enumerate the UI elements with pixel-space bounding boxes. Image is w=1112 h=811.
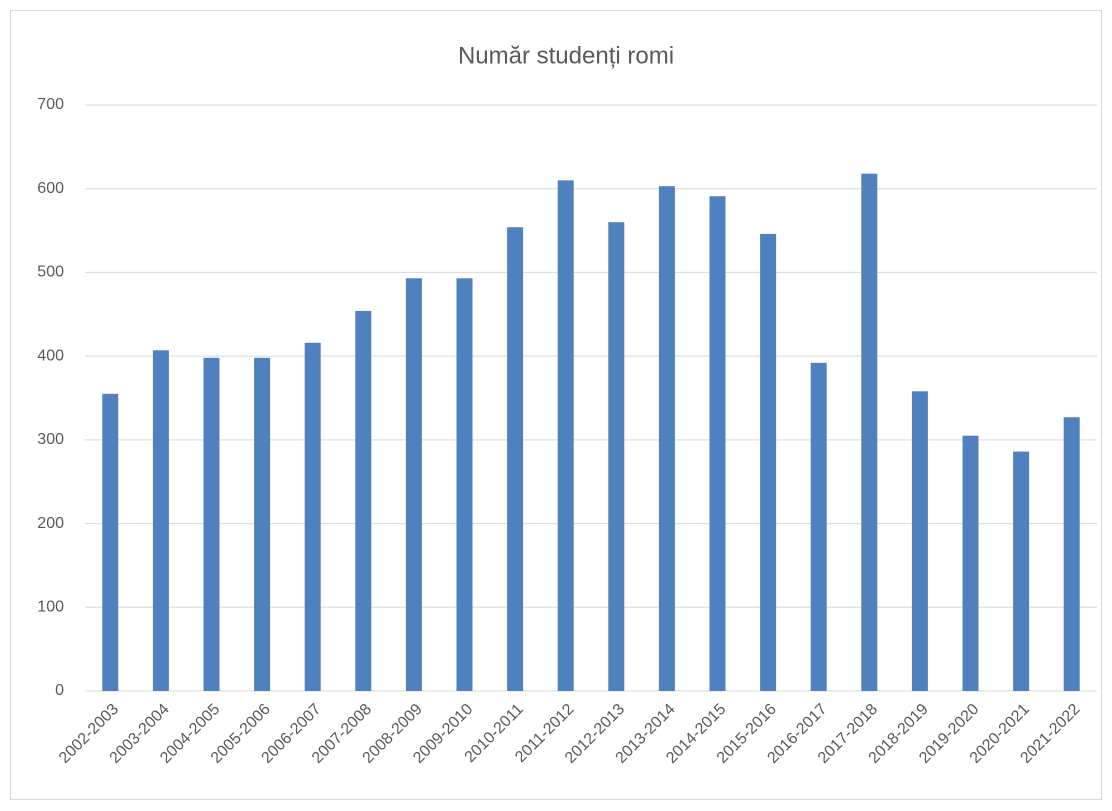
y-tick-label: 100 xyxy=(37,599,64,616)
bar xyxy=(254,357,271,691)
bar xyxy=(304,342,321,691)
bar xyxy=(1063,417,1080,691)
y-tick-label: 700 xyxy=(37,96,64,113)
bar xyxy=(962,435,979,691)
bar xyxy=(608,222,625,691)
y-tick-label: 200 xyxy=(37,515,64,532)
y-tick-label: 600 xyxy=(37,180,64,197)
y-tick-label: 500 xyxy=(37,264,64,281)
bar xyxy=(911,391,928,691)
y-tick-label: 0 xyxy=(55,682,64,699)
bar xyxy=(152,350,169,691)
bar xyxy=(557,180,574,692)
bar xyxy=(102,393,119,691)
bar xyxy=(658,186,675,691)
bar xyxy=(760,233,777,692)
bar xyxy=(709,196,726,691)
chart-border xyxy=(10,10,1102,800)
bar xyxy=(203,357,220,691)
y-tick-label: 300 xyxy=(37,431,64,448)
bar xyxy=(355,310,372,691)
y-tick-label: 400 xyxy=(37,347,64,364)
bar xyxy=(456,278,473,691)
bar xyxy=(1013,451,1030,691)
bar xyxy=(861,173,878,691)
bar xyxy=(810,362,827,691)
chart-title: Număr studenți romi xyxy=(458,42,674,69)
bar xyxy=(507,227,524,692)
bar xyxy=(405,278,422,691)
